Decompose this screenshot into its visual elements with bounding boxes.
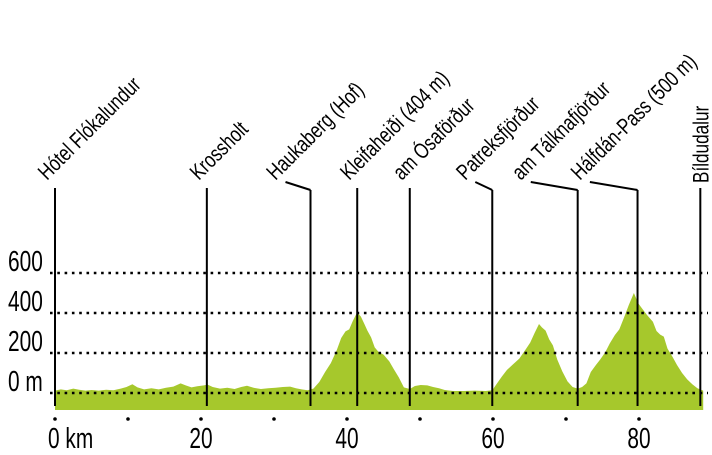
waypoint-leader [589, 181, 638, 191]
elevation-area [55, 293, 704, 410]
x-axis-label: 60 [481, 423, 504, 455]
x-axis-tick-dot [126, 417, 130, 421]
x-axis-tick-dot [564, 417, 568, 421]
waypoint-marker-krossholt: Krossholt [185, 117, 254, 406]
x-axis-label: 40 [335, 423, 358, 455]
waypoint-leader [285, 181, 311, 191]
x-axis-label: 80 [627, 423, 650, 455]
y-axis-label: 0 m [8, 366, 43, 398]
waypoint-leader [530, 181, 578, 191]
waypoint-marker-am-saf-r-ur: am Ósaförður [388, 92, 480, 406]
x-axis-tick-dot [418, 417, 422, 421]
waypoint-label: Hótel Flókalundur [34, 72, 147, 185]
x-axis-tick-dot [199, 417, 203, 421]
y-axis-label: 600 [8, 246, 43, 278]
y-axis-label: 200 [8, 326, 43, 358]
waypoint-leader [474, 181, 493, 191]
waypoint-marker-b-ldudalur: Bíldudalur [689, 105, 712, 406]
waypoint-label: Krossholt [185, 117, 253, 185]
x-axis-tick-dot [345, 417, 349, 421]
x-axis-tick-dot [491, 417, 495, 421]
y-axis-label: 400 [8, 286, 43, 318]
x-axis-tick-dot [53, 417, 57, 421]
x-axis-label: 0 km [48, 423, 93, 455]
waypoint-label: Bíldudalur [689, 105, 712, 183]
waypoint-marker-h-tel-fl-kalundur: Hótel Flókalundur [34, 72, 147, 406]
x-axis-tick-dot [272, 417, 276, 421]
x-axis-tick-dot [637, 417, 641, 421]
x-axis-label: 20 [189, 423, 212, 455]
